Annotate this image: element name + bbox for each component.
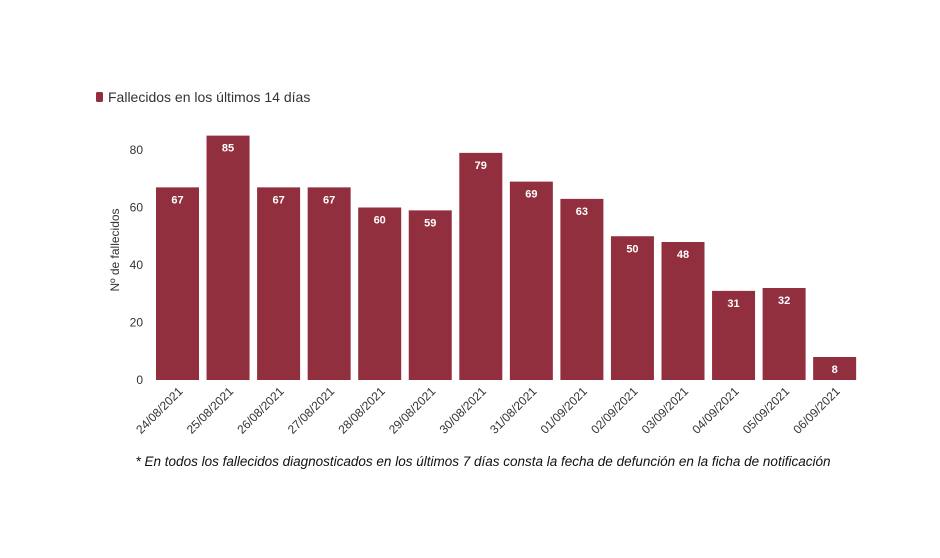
bar <box>813 357 857 380</box>
x-tick-label: 31/08/2021 <box>487 384 540 437</box>
bar <box>408 210 452 380</box>
bar <box>762 288 806 380</box>
x-tick-label: 01/09/2021 <box>538 384 591 437</box>
bar-value-label: 69 <box>525 189 537 201</box>
bar <box>358 207 402 380</box>
bar <box>560 198 604 380</box>
y-tick-label: 60 <box>130 201 144 215</box>
x-tick-label: 05/09/2021 <box>740 384 793 437</box>
y-tick-label: 0 <box>136 373 143 387</box>
legend: Fallecidos en los últimos 14 días <box>96 89 310 105</box>
bar-value-label: 67 <box>323 194 335 206</box>
x-tick-label: 06/09/2021 <box>790 384 843 437</box>
footnote: * En todos los fallecidos diagnosticados… <box>136 454 831 469</box>
legend-label: Fallecidos en los últimos 14 días <box>108 89 310 105</box>
bar <box>509 181 553 380</box>
bar <box>459 152 503 380</box>
bar <box>610 236 654 380</box>
y-tick-label: 80 <box>130 143 144 157</box>
legend-swatch <box>96 92 103 102</box>
x-tick-label: 24/08/2021 <box>133 384 186 437</box>
x-tick-label: 25/08/2021 <box>184 384 237 437</box>
y-axis-label: Nº de fallecidos <box>108 208 122 291</box>
bar-value-label: 48 <box>677 249 689 261</box>
x-ticks: 24/08/202125/08/202126/08/202127/08/2021… <box>133 384 843 437</box>
bar-value-label: 67 <box>272 194 284 206</box>
y-ticks: 0 20 40 60 80 <box>130 143 144 387</box>
bar-value-label: 85 <box>222 143 234 155</box>
bar-value-label: 60 <box>374 215 386 227</box>
bar-value-label: 32 <box>778 295 790 307</box>
bar <box>206 135 250 380</box>
bar-value-label: 8 <box>832 364 838 376</box>
x-tick-label: 26/08/2021 <box>234 384 287 437</box>
x-tick-label: 02/09/2021 <box>588 384 641 437</box>
bar <box>712 290 756 380</box>
bar-value-label: 59 <box>424 217 436 229</box>
bar-value-label: 31 <box>727 298 739 310</box>
bar-value-label: 63 <box>576 206 588 218</box>
bar <box>257 187 301 380</box>
x-tick-label: 27/08/2021 <box>285 384 338 437</box>
y-tick-label: 40 <box>130 258 144 272</box>
bar-value-label: 67 <box>171 194 183 206</box>
x-tick-label: 30/08/2021 <box>437 384 490 437</box>
x-tick-label: 28/08/2021 <box>335 384 388 437</box>
y-tick-label: 20 <box>130 316 144 330</box>
bar-value-label: 50 <box>626 243 638 255</box>
bar-value-label: 79 <box>475 160 487 172</box>
bars: 67 85 67 67 60 59 79 69 63 50 48 31 32 8 <box>156 135 857 380</box>
x-tick-label: 04/09/2021 <box>689 384 742 437</box>
bar <box>307 187 351 380</box>
x-tick-label: 29/08/2021 <box>386 384 439 437</box>
bar <box>661 242 705 380</box>
x-tick-label: 03/09/2021 <box>639 384 692 437</box>
bar <box>156 187 199 380</box>
